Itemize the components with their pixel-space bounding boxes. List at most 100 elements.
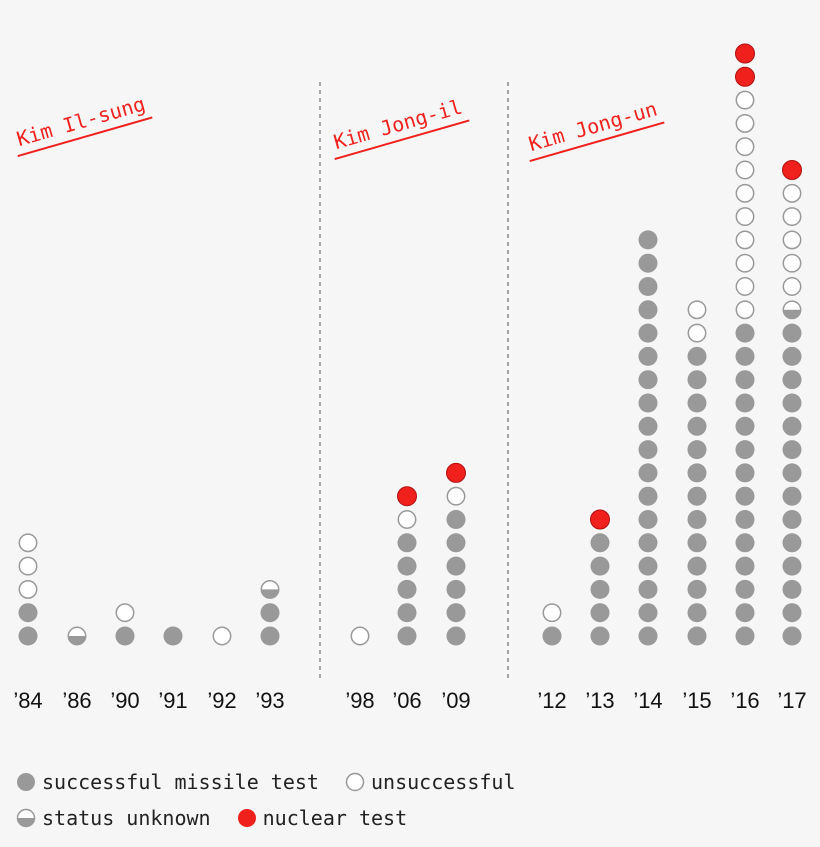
success-dot <box>782 416 802 436</box>
legend-item-unknown: status unknown <box>16 806 211 830</box>
success-dot <box>638 346 658 366</box>
success-dot <box>638 253 658 273</box>
unsuccessful-dot <box>18 533 38 553</box>
success-dot <box>638 440 658 460</box>
success-dot <box>687 603 707 623</box>
success-dot <box>446 626 466 646</box>
success-dot <box>687 486 707 506</box>
success-dot <box>590 579 610 599</box>
success-dot <box>115 626 135 646</box>
success-dot <box>782 579 802 599</box>
success-dot <box>735 346 755 366</box>
unsuccessful-dot <box>735 90 755 110</box>
success-dot <box>638 370 658 390</box>
success-dot <box>590 626 610 646</box>
success-dot <box>638 603 658 623</box>
success-dot <box>782 486 802 506</box>
success-dot <box>638 486 658 506</box>
nuclear-dot <box>397 486 417 507</box>
unknown-dot <box>260 579 280 599</box>
legend-item-nuclear: nuclear test <box>237 806 407 830</box>
success-dot <box>638 463 658 483</box>
year-tick-label: ’14 <box>633 688 663 713</box>
success-dot <box>446 533 466 553</box>
nuclear-dot <box>446 462 466 483</box>
success-dot <box>542 626 562 646</box>
success-dot <box>735 626 755 646</box>
success-dot <box>782 510 802 529</box>
unsuccessful-dot <box>735 113 755 133</box>
unsuccessful-dot <box>782 277 802 296</box>
success-dot <box>735 556 755 576</box>
nuclear-dot <box>782 160 802 180</box>
success-dot <box>397 626 417 646</box>
success-dot <box>260 603 280 623</box>
success-dot <box>687 393 707 413</box>
success-dot <box>638 533 658 553</box>
success-dot <box>782 533 802 553</box>
unsuccessful-dot <box>687 300 707 320</box>
success-dot <box>638 323 658 343</box>
unsuccessful-dot <box>735 160 755 180</box>
success-dot <box>163 626 183 646</box>
unsuccessful-dot <box>397 510 417 529</box>
success-dot <box>687 510 707 529</box>
unsuccessful-dot <box>735 207 755 227</box>
success-dot <box>397 556 417 576</box>
unsuccessful-dot <box>115 603 135 623</box>
success-dot <box>687 626 707 646</box>
legend-label: unsuccessful <box>371 770 516 794</box>
unsuccessful-dot <box>735 277 755 296</box>
success-dot <box>687 416 707 436</box>
success-dot <box>782 370 802 390</box>
unsuccessful-dot <box>687 323 707 343</box>
success-dot <box>397 533 417 553</box>
unsuccessful-dot <box>735 300 755 320</box>
success-dot <box>638 393 658 413</box>
success-dot <box>687 463 707 483</box>
year-tick-label: ’15 <box>682 688 712 713</box>
year-tick-label: ’17 <box>777 688 807 713</box>
success-dot <box>735 579 755 599</box>
success-dot <box>735 533 755 553</box>
legend-item-unsuccessful: unsuccessful <box>345 770 516 794</box>
success-dot <box>638 416 658 436</box>
success-dot <box>590 603 610 623</box>
success-dot <box>397 579 417 599</box>
legend-label: successful missile test <box>42 770 319 794</box>
success-dot <box>18 626 38 646</box>
nuclear-dot <box>590 509 610 530</box>
year-tick-label: ’13 <box>585 688 615 713</box>
success-dot <box>397 603 417 623</box>
success-dot <box>735 603 755 623</box>
success-dot <box>782 323 802 343</box>
success-dot <box>782 346 802 366</box>
year-tick-label: ’06 <box>392 688 422 713</box>
success-dot <box>782 463 802 483</box>
success-dot <box>687 346 707 366</box>
success-dot <box>735 416 755 436</box>
success-dot <box>260 626 280 646</box>
success-dot <box>735 463 755 483</box>
success-dot <box>782 393 802 413</box>
success-dot <box>638 300 658 320</box>
legend-row-2: status unknown nuclear test <box>16 806 421 830</box>
success-dot <box>638 277 658 296</box>
unsuccessful-dot <box>735 183 755 203</box>
unsuccessful-dot <box>782 207 802 227</box>
unknown-dot <box>782 300 802 320</box>
unsuccessful-dot <box>735 137 755 157</box>
success-dot <box>782 626 802 646</box>
year-tick-label: ’91 <box>158 688 188 713</box>
success-dot <box>638 626 658 646</box>
legend-label: status unknown <box>42 806 211 830</box>
year-tick-label: ’16 <box>730 688 760 713</box>
success-dot <box>638 579 658 599</box>
success-dot <box>735 510 755 529</box>
dot-chart <box>18 43 802 680</box>
success-dot <box>446 603 466 623</box>
success-dot <box>735 440 755 460</box>
success-dot <box>687 370 707 390</box>
unsuccessful-dot <box>735 253 755 273</box>
